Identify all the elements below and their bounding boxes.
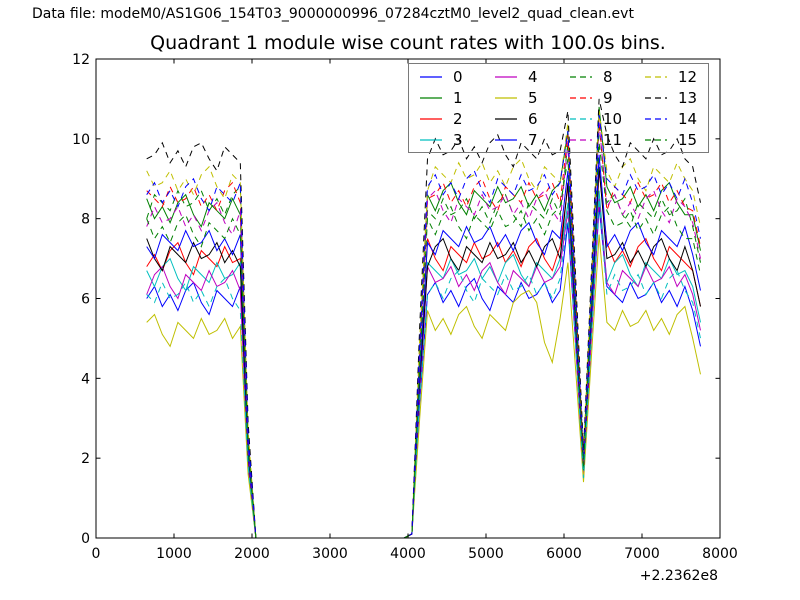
y-tick-label: 6 [81,292,90,308]
x-tick-label: 2000 [234,546,270,562]
x-tick-label: 5000 [468,546,504,562]
series-7-line [146,154,701,539]
legend-label-2: 2 [453,110,463,128]
x-tick-label: 8000 [702,546,738,562]
legend-label-4: 4 [528,68,538,86]
x-offset-label: +2.2362e8 [640,568,718,584]
chart-title: Quadrant 1 module wise count rates with … [150,32,666,54]
y-tick-label: 12 [72,52,90,68]
legend-label-14: 14 [678,110,697,128]
legend-label-12: 12 [678,68,697,86]
legend-label-0: 0 [453,68,463,86]
x-tick-label: 3000 [312,546,348,562]
legend-label-8: 8 [603,68,613,86]
x-tick-label: 6000 [546,546,582,562]
series-5-line [146,234,701,539]
legend-label-5: 5 [528,89,538,107]
series-8-line [146,126,701,539]
x-axis: 0 1000 2000 3000 4000 5000 6000 7000 8000 +2.2362… [92,59,738,584]
series-10-line [146,198,701,539]
plot-area [146,98,701,539]
x-tick-label: 4000 [390,546,426,562]
legend-label-15: 15 [678,131,697,149]
y-tick-label: 2 [81,451,90,467]
series-14-line [146,114,701,539]
y-tick-label: 4 [81,371,90,387]
legend-label-10: 10 [603,110,622,128]
series-6-line [146,166,701,539]
y-tick-label: 10 [72,132,90,148]
legend-frame [408,63,709,153]
series-15-line [146,142,701,539]
legend-label-1: 1 [453,89,463,107]
series-3-line [146,190,701,539]
x-tick-label: 1000 [156,546,192,562]
legend-label-6: 6 [528,110,538,128]
series-4-line [146,198,701,539]
datafile-label: Data file: modeM0/AS1G06_154T03_90000009… [32,6,634,22]
legend-label-9: 9 [603,89,613,107]
legend-label-11: 11 [603,131,622,149]
series-12-line [146,110,701,539]
y-tick-label: 0 [81,531,90,547]
x-tick-label: 0 [92,546,101,562]
series-1-line [146,106,701,539]
x-tick-label: 7000 [624,546,660,562]
legend-label-3: 3 [453,131,463,149]
legend-label-13: 13 [678,89,697,107]
legend-label-7: 7 [528,131,538,149]
series-11-line [146,122,701,539]
series-13-line [146,98,701,539]
y-tick-label: 8 [81,212,90,228]
series-9-line [146,118,701,539]
